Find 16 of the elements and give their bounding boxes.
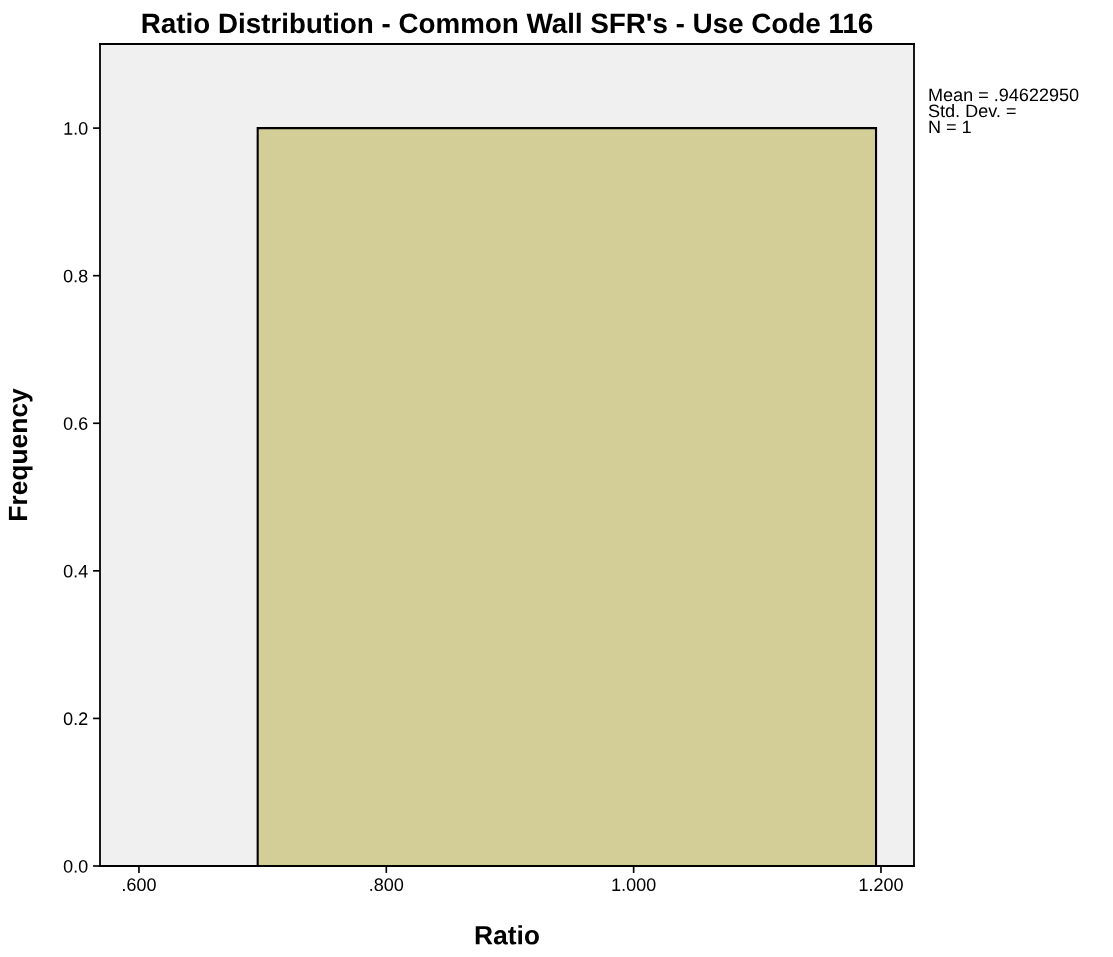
- text: Std. Dev. =: [928, 104, 1016, 118]
- y-tick-label: 1.0: [64, 122, 88, 135]
- y-tick-label: 0.4: [63, 564, 88, 578]
- y-tick-label: 0.0: [63, 859, 88, 873]
- x-tick-label: .800: [370, 878, 404, 892]
- chart-title: Ratio Distribution - Common Wall SFR's - Use Code 116: [142, 12, 873, 34]
- x-tick-label: .600: [123, 878, 156, 892]
- y-tick-label: 0.6: [63, 417, 88, 430]
- y-tick-label: 0.8: [63, 269, 88, 283]
- x-axis-title: Ratio: [475, 925, 539, 945]
- y-tick-label: 0.2: [63, 712, 88, 726]
- x-tick-label: 1.200: [859, 878, 903, 892]
- text: Mean = .94622950: [929, 88, 1079, 102]
- text: N = 1: [929, 120, 971, 134]
- x-tick-label: 1.000: [612, 878, 656, 892]
- y-axis-title: Frequency: [8, 388, 33, 520]
